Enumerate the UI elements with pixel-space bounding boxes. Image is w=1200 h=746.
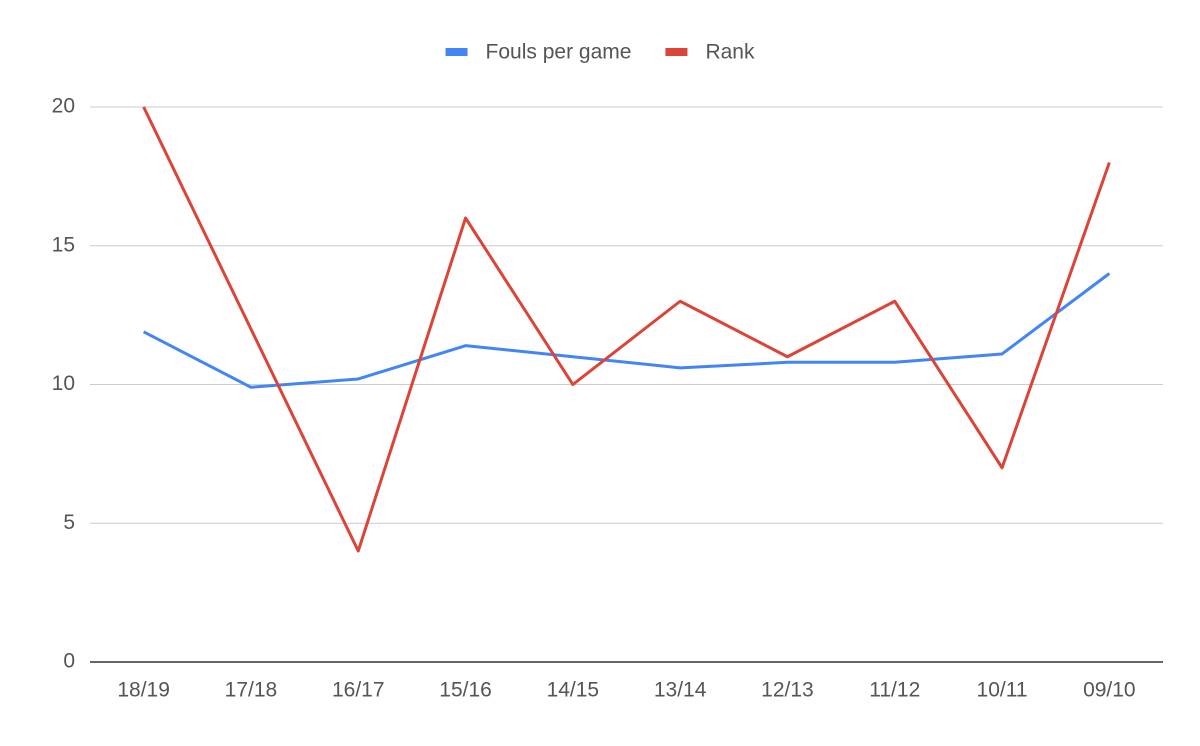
y-tick-label: 20 xyxy=(52,95,75,118)
y-tick-label: 10 xyxy=(52,372,75,395)
x-tick-label: 12/13 xyxy=(761,679,814,702)
y-tick-label: 0 xyxy=(63,650,75,673)
x-tick-label: 11/12 xyxy=(869,679,920,702)
legend-label: Fouls per game xyxy=(486,41,632,64)
legend-swatch xyxy=(445,48,468,56)
line xyxy=(142,272,1111,389)
y-tick-label: 15 xyxy=(52,233,75,256)
legend-label: Rank xyxy=(705,41,755,64)
line xyxy=(142,106,1111,553)
x-tick-label: 09/10 xyxy=(1083,679,1136,702)
x-tick-label: 14/15 xyxy=(547,679,600,702)
y-tick-label: 5 xyxy=(63,511,75,534)
x-tick-label: 17/18 xyxy=(225,679,278,702)
x-tick-label: 18/19 xyxy=(117,679,170,702)
x-tick-label: 16/17 xyxy=(332,679,385,702)
x-tick-label: 13/14 xyxy=(654,679,707,702)
x-tick-label: 10/11 xyxy=(977,679,1028,702)
legend-swatch xyxy=(665,48,688,56)
x-tick-label: 15/16 xyxy=(439,679,492,702)
